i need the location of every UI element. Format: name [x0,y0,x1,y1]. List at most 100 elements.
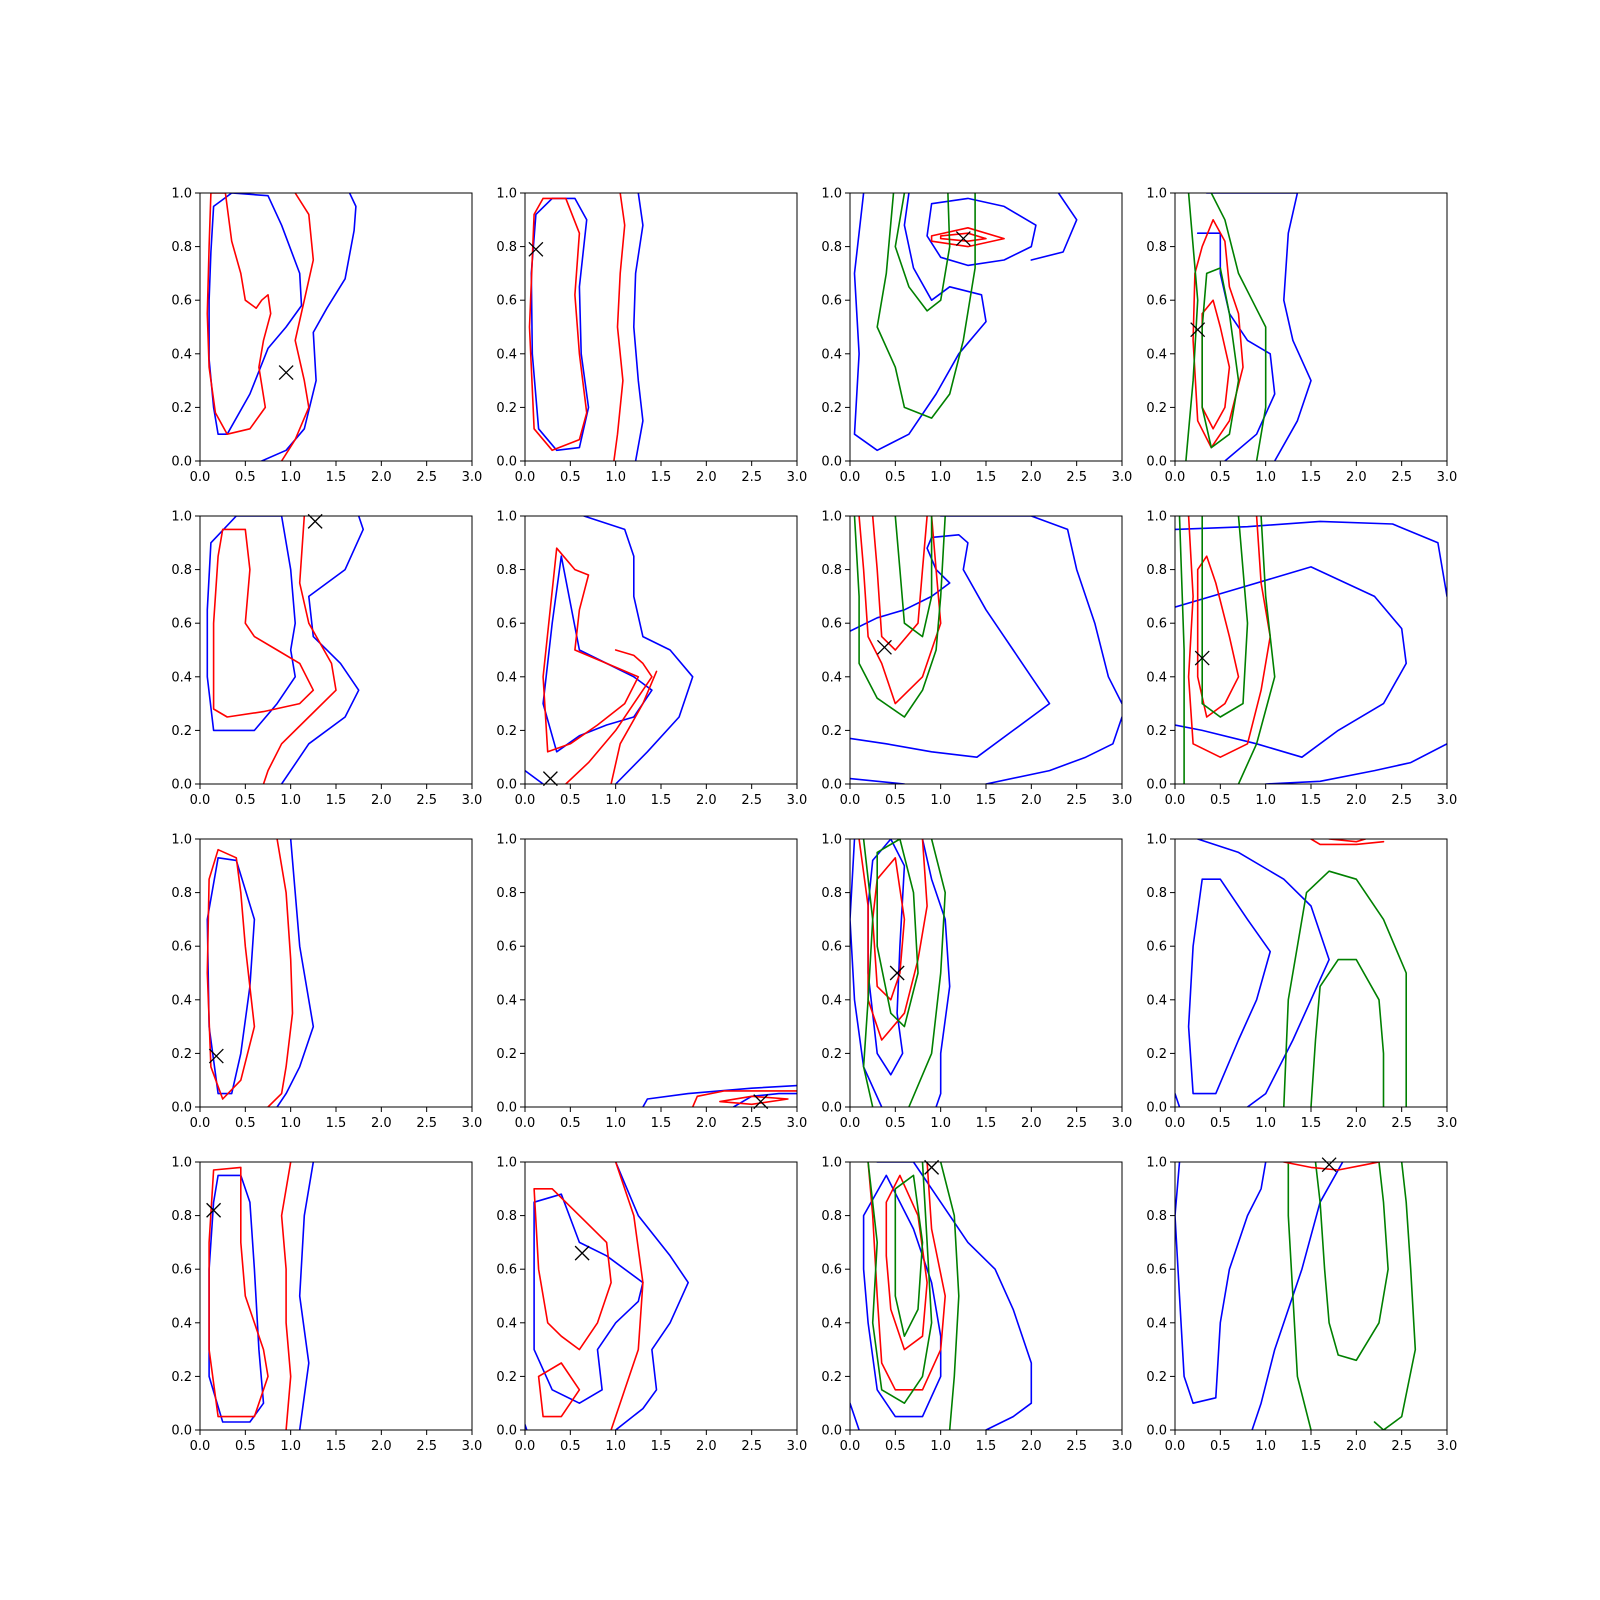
x-tick-label: 1.0 [605,1116,626,1131]
red-contour-line [1196,555,1240,718]
green-contour-line [1178,516,1185,784]
y-tick-label: 0.0 [1146,778,1167,793]
y-tick-label: 1.0 [1146,510,1167,525]
y-tick-label: 0.8 [1146,240,1167,255]
subplot-r4-c4: 0.0 0.5 1.0 1.5 2.0 2.5 3.0 0.0 0.2 0.4 0.6 0.8 1.0 [1146,1156,1457,1455]
x-marker [528,241,544,257]
x-marker-stroke [278,365,294,381]
y-tick-label: 0.8 [496,1209,517,1224]
x-tick-label: 1.0 [1255,1116,1276,1131]
y-tick-label: 0.2 [1146,1370,1167,1385]
x-tick-label: 1.5 [651,1116,672,1131]
red-contour-line [1187,516,1271,759]
y-tick-label: 1.0 [171,833,192,848]
x-tick-label: 3.0 [787,1439,808,1454]
x-tick-label: 0.0 [190,1116,211,1131]
x-marker-stroke [876,639,892,655]
blue-contour-line [1175,1092,1181,1107]
y-tick-label: 0.8 [821,1209,842,1224]
subplot-r3-c4: 0.0 0.5 1.0 1.5 2.0 2.5 3.0 0.0 0.2 0.4 0.6 0.8 1.0 [1146,833,1457,1132]
y-tick-label: 0.2 [821,1047,842,1062]
y-tick-label: 0.4 [1146,993,1167,1008]
contour-group [850,516,1122,784]
y-tick-label: 0.4 [821,347,842,362]
x-marker-stroke [206,1202,222,1218]
blue-contour-line [642,1084,797,1107]
green-contour-line [1287,1162,1312,1430]
red-contour-line [613,193,626,461]
x-marker [955,231,971,247]
x-tick-label: 2.0 [371,470,392,485]
x-tick-label: 3.0 [1437,1439,1458,1454]
y-tick-label: 0.4 [496,670,517,685]
x-tick-label: 1.0 [930,793,951,808]
red-contour-line [262,516,337,784]
green-contour-line [876,193,976,419]
x-marker-stroke [924,1159,940,1175]
y-tick-label: 0.4 [821,993,842,1008]
x-marker [924,1159,940,1175]
y-tick-label: 0.2 [1146,724,1167,739]
y-tick-label: 0.2 [496,1370,517,1385]
x-tick-label: 2.0 [696,1439,717,1454]
x-tick-label: 2.5 [416,470,437,485]
blue-contour-line [876,1162,1033,1430]
x-marker-stroke [574,1245,590,1261]
x-tick-label: 2.5 [416,1439,437,1454]
green-contour-line [1201,267,1240,449]
x-tick-label: 0.0 [515,470,536,485]
red-contour-line [280,1162,292,1430]
y-tick-label: 0.4 [1146,1316,1167,1331]
contour-group [853,193,1078,452]
x-tick-label: 2.5 [1066,1116,1087,1131]
x-marker-stroke [753,1094,769,1110]
green-contour-line [894,1174,924,1337]
x-tick-label: 2.0 [1021,1116,1042,1131]
subplot-r1-c4: 0.0 0.5 1.0 1.5 2.0 2.5 3.0 0.0 0.2 0.4 0.6 0.8 1.0 [1146,187,1457,486]
y-tick-label: 0.2 [171,401,192,416]
x-tick-label: 0.0 [1165,793,1186,808]
y-tick-label: 0.8 [171,240,192,255]
y-tick-label: 0.0 [171,1424,192,1439]
x-tick-label: 2.0 [1021,470,1042,485]
contour-group [206,516,365,784]
blue-contour-line [1196,839,1330,1107]
y-tick-label: 0.8 [171,886,192,901]
x-tick-label: 0.5 [885,1439,906,1454]
x-marker-stroke [1321,1157,1337,1173]
x-tick-label: 3.0 [1112,1116,1133,1131]
red-contour-line [939,232,987,242]
x-tick-label: 0.5 [560,470,581,485]
x-tick-label: 0.5 [885,793,906,808]
green-contour-line [1210,193,1267,461]
red-contour-line [206,848,256,1100]
x-tick-label: 1.0 [1255,470,1276,485]
y-tick-label: 0.0 [1146,455,1167,470]
x-tick-label: 3.0 [1112,470,1133,485]
y-tick-label: 0.4 [171,347,192,362]
subplot-r4-c2: 0.0 0.5 1.0 1.5 2.0 2.5 3.0 0.0 0.2 0.4 0.6 0.8 1.0 [496,1156,807,1455]
y-tick-label: 0.2 [821,401,842,416]
blue-contour-line [280,516,365,784]
y-tick-label: 1.0 [1146,833,1167,848]
y-tick-label: 0.2 [171,1047,192,1062]
y-tick-label: 1.0 [821,1156,842,1171]
x-tick-label: 1.5 [651,793,672,808]
contour-group [850,1162,1033,1430]
x-tick-label: 0.0 [190,1439,211,1454]
red-contour-line [930,227,1005,248]
green-contour-line [1373,1162,1417,1430]
blue-contour-line [732,1092,797,1107]
x-tick-label: 1.5 [1301,470,1322,485]
y-tick-label: 1.0 [171,1156,192,1171]
x-marker [206,1202,222,1218]
red-contour-line [537,1362,581,1418]
y-tick-label: 0.6 [496,1263,517,1278]
x-tick-label: 2.0 [696,793,717,808]
x-marker [876,639,892,655]
green-contour-line [1201,516,1249,718]
y-tick-label: 0.0 [496,1101,517,1116]
green-contour-line [894,193,951,312]
subplot-r4-c1: 0.0 0.5 1.0 1.5 2.0 2.5 3.0 0.0 0.2 0.4 0.6 0.8 1.0 [171,1156,482,1455]
red-contour-line [208,1166,269,1418]
